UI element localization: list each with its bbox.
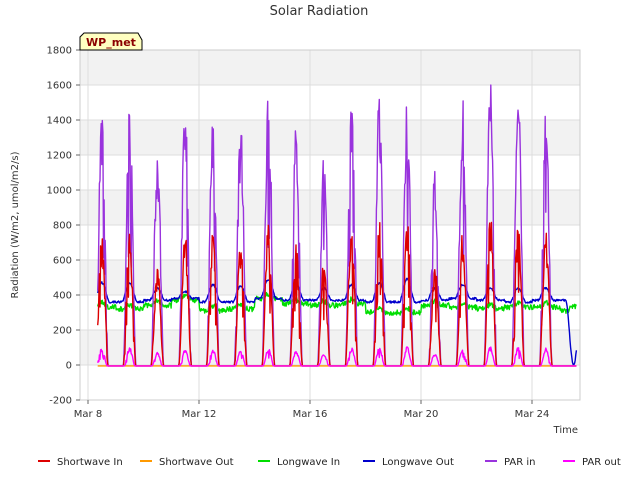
plot-band [80,190,580,225]
plot-bands [80,50,580,400]
plot-band [80,365,580,400]
plot-band [80,85,580,120]
y-tick-label: -200 [49,396,72,407]
x-tick-label: Mar 24 [515,409,550,420]
x-tick-label: Mar 8 [74,409,102,420]
legend-label: PAR in [504,457,535,468]
station-badge-label: WP_met [86,36,136,49]
plot-band [80,120,580,155]
legend-label: PAR out [582,457,621,468]
series-layer [97,84,578,367]
y-tick-label: 1000 [47,186,72,197]
legend-label: Longwave In [277,457,340,468]
station-badge: WP_met [79,32,143,51]
series-line [97,291,577,316]
plot-band [80,295,580,330]
y-tick-label: 800 [53,221,72,232]
series-line [97,277,578,367]
y-tick-label: 1600 [47,81,72,92]
chart-title: Solar Radiation [270,4,369,19]
y-tick-label: 200 [53,326,72,337]
station-badge-shape [79,32,143,51]
plot-band [80,155,580,190]
y-tick-label: 1400 [47,116,72,127]
y-axis-ticks: -200 0 200 400 600 800 1000 1200 1400 1600 1800 [47,46,80,407]
y-tick-label: 400 [53,291,72,302]
plot-band [80,260,580,295]
y-axis-title: Radiation (W/m2, umol/m2/s) [10,151,21,298]
legend-label: Longwave Out [382,457,454,468]
series-line [97,346,577,367]
x-axis-title: Time [553,425,578,436]
x-tick-label: Mar 16 [293,409,328,420]
x-tick-label: Mar 20 [404,409,439,420]
y-tick-label: 0 [66,361,72,372]
legend: Shortwave In Shortwave Out Longwave In Long… [38,457,621,468]
legend-label: Shortwave Out [159,457,234,468]
y-tick-label: 1800 [47,46,72,57]
x-axis-ticks: Mar 8 Mar 12 Mar 16 Mar 20 Mar 24 [74,400,550,420]
x-tick-label: Mar 12 [182,409,217,420]
y-tick-label: 600 [53,256,72,267]
y-tick-label: 1200 [47,151,72,162]
plot-band [80,50,580,85]
legend-label: Shortwave In [57,457,123,468]
plot-band [80,225,580,260]
